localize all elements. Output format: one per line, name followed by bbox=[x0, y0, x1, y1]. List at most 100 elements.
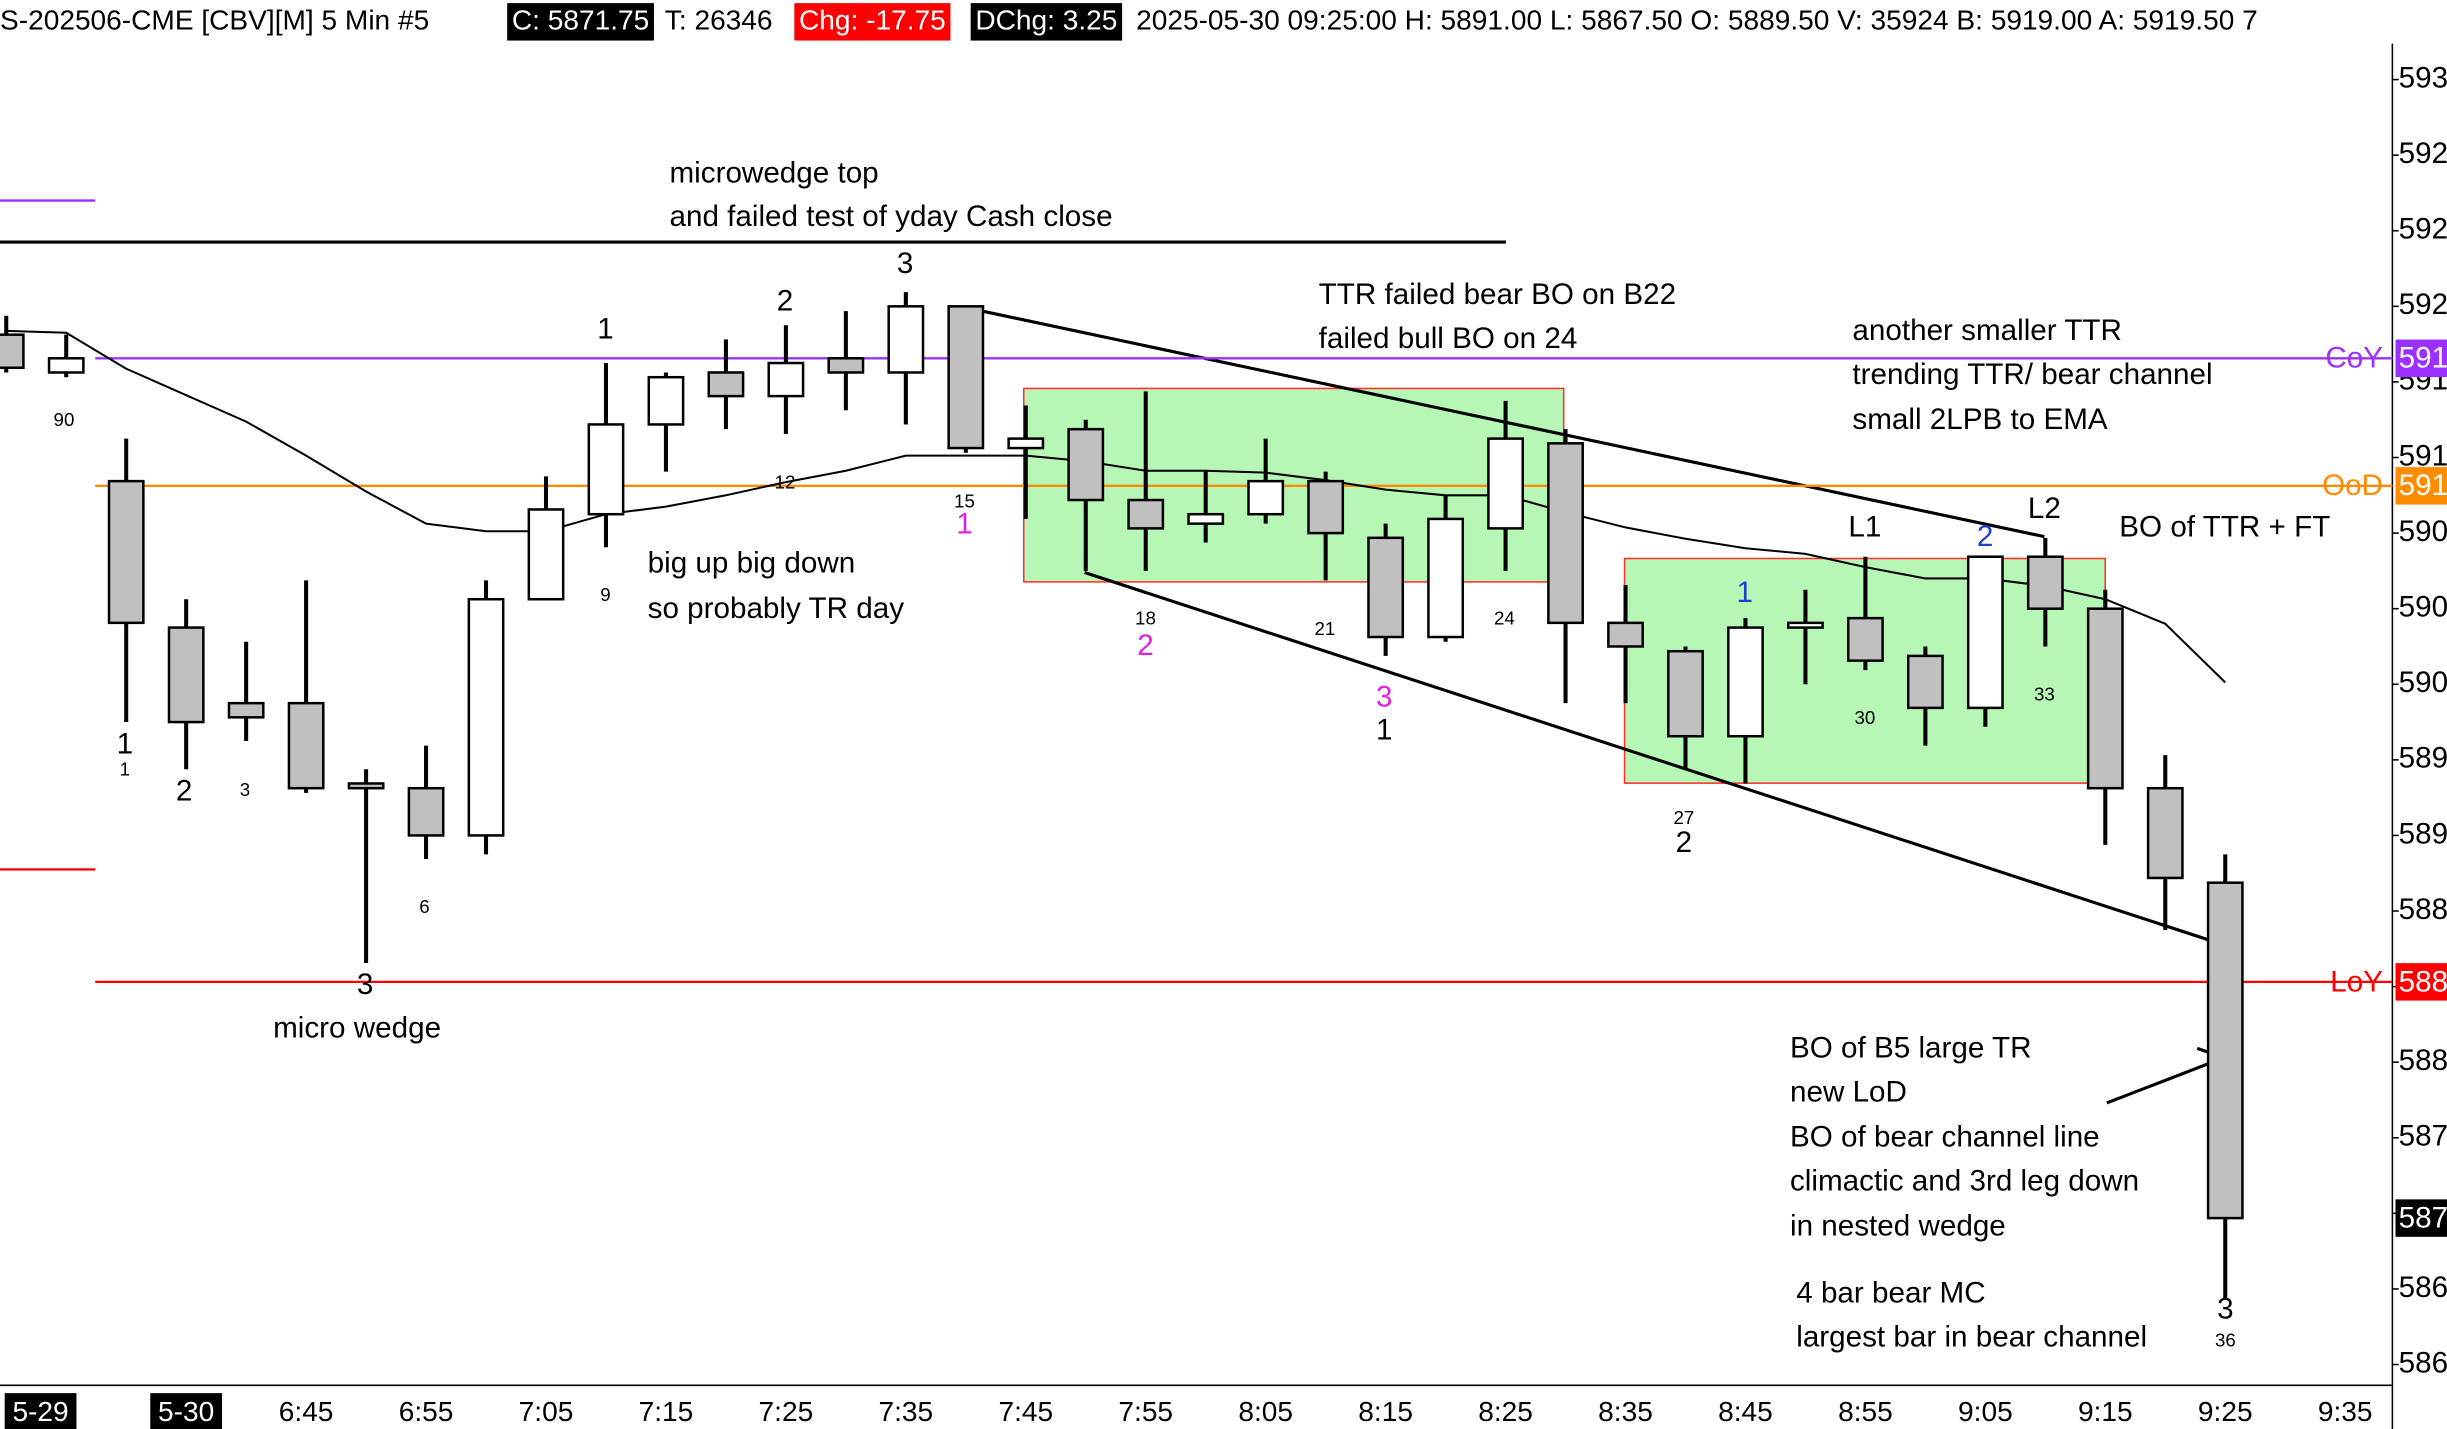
annotation: 4 bar bear MC bbox=[1796, 1277, 1985, 1310]
annotation: 1 bbox=[1376, 713, 1392, 746]
date-badge bbox=[4, 1393, 77, 1429]
annotation: 1 bbox=[120, 759, 130, 780]
annotation: TTR failed bear BO on B22 bbox=[1319, 278, 1676, 311]
y-tick-label: 5880 bbox=[2399, 1044, 2447, 1077]
y-tick-label: 5868 bbox=[2399, 1271, 2447, 1304]
candle-body bbox=[1966, 555, 2004, 710]
candle-body bbox=[1007, 437, 1045, 450]
candle-body bbox=[1127, 498, 1165, 530]
candle-body bbox=[1367, 536, 1405, 639]
candle-body bbox=[2086, 607, 2124, 790]
level-name: CoY bbox=[2325, 342, 2383, 375]
x-tick-label: 7:55 bbox=[1118, 1396, 1173, 1427]
annotation: small 2LPB to EMA bbox=[1852, 403, 2107, 436]
annotation: 24 bbox=[1494, 607, 1515, 628]
annotation: another smaller TTR bbox=[1852, 314, 2122, 347]
x-tick-label: 8:45 bbox=[1718, 1396, 1773, 1427]
annotation: 27 bbox=[1673, 807, 1694, 828]
annotation: failed bull BO on 24 bbox=[1319, 322, 1578, 355]
header-text: S-202506-CME [CBV][M] 5 Min #5 bbox=[0, 4, 429, 35]
date-badge bbox=[150, 1393, 223, 1429]
annotation: 3 bbox=[897, 247, 913, 280]
candle-body bbox=[1906, 654, 1944, 710]
candle-body bbox=[1067, 427, 1105, 502]
annotation: 12 bbox=[775, 472, 796, 493]
candle-body bbox=[167, 626, 205, 724]
candle-body bbox=[2206, 881, 2244, 1220]
annotation: BO of TTR + FT bbox=[2119, 511, 2330, 544]
candle-body bbox=[1427, 517, 1465, 639]
candle-body bbox=[2026, 555, 2064, 610]
x-tick-label: 7:35 bbox=[879, 1396, 934, 1427]
candle-body bbox=[1727, 626, 1764, 738]
annotation: in nested wedge bbox=[1790, 1210, 2006, 1243]
annotation: 33 bbox=[2034, 684, 2055, 705]
annotation: big up big down bbox=[648, 547, 856, 580]
annotation: L1 bbox=[1848, 511, 1881, 544]
annotation: 2 bbox=[1977, 520, 1993, 553]
header-badge bbox=[794, 3, 951, 41]
x-tick-label: 7:05 bbox=[519, 1396, 574, 1427]
annotation: largest bar in bear channel bbox=[1796, 1320, 2147, 1353]
candle-body bbox=[47, 357, 85, 374]
level-name: LoY bbox=[2330, 965, 2383, 998]
x-tick-label: 7:45 bbox=[998, 1396, 1053, 1427]
y-tick-label: 5892 bbox=[2399, 817, 2447, 850]
candle-body bbox=[287, 701, 325, 790]
header-badge bbox=[507, 3, 654, 41]
x-tick-label: 9:35 bbox=[2318, 1396, 2373, 1427]
y-tick-label: 5904 bbox=[2399, 591, 2447, 624]
annotation: 3 bbox=[357, 968, 373, 1001]
candle-body bbox=[707, 371, 745, 398]
last-price-label: 5871.75 bbox=[2399, 1201, 2447, 1234]
annotation: 2 bbox=[1137, 629, 1153, 662]
candle-body bbox=[227, 701, 265, 719]
annotation: 18 bbox=[1135, 607, 1156, 628]
annotation: 36 bbox=[2215, 1330, 2236, 1351]
y-tick-label: 5908 bbox=[2399, 515, 2447, 548]
annotation: 21 bbox=[1315, 618, 1336, 639]
x-tick-label: 5-30 bbox=[158, 1396, 214, 1427]
header-badge bbox=[970, 3, 1123, 41]
header-text: T: 26346 bbox=[665, 4, 773, 35]
candle-body bbox=[947, 305, 985, 450]
y-tick-label: 5876 bbox=[2399, 1120, 2447, 1153]
x-tick-label: 9:25 bbox=[2198, 1396, 2253, 1427]
candle-body bbox=[467, 597, 505, 837]
header-text: Chg: -17.75 bbox=[799, 4, 946, 35]
candle-body bbox=[2146, 786, 2184, 880]
last-price-badge bbox=[2395, 1199, 2447, 1237]
level-badge bbox=[2395, 339, 2447, 378]
annotation: 2 bbox=[176, 774, 192, 807]
y-tick-label: 5920 bbox=[2399, 288, 2447, 321]
y-tick-label: 5924 bbox=[2399, 213, 2447, 246]
y-tick-label: 5900 bbox=[2399, 666, 2447, 699]
candle-body bbox=[767, 361, 805, 398]
x-tick-label: 8:35 bbox=[1598, 1396, 1653, 1427]
annotation: 1 bbox=[956, 508, 972, 541]
candle-body bbox=[527, 508, 565, 601]
level-name: OoD bbox=[2322, 469, 2383, 502]
y-tick-label: 5928 bbox=[2399, 137, 2447, 170]
x-tick-label: 7:25 bbox=[759, 1396, 814, 1427]
candle-body bbox=[1187, 512, 1225, 525]
candle-body bbox=[647, 375, 685, 426]
header-text: 2025-05-30 09:25:00 H: 5891.00 L: 5867.5… bbox=[1136, 4, 2258, 35]
candle-body bbox=[407, 786, 445, 837]
ema-line bbox=[6, 329, 2226, 684]
level-badge bbox=[2395, 963, 2447, 1001]
y-tick-label: 5896 bbox=[2399, 742, 2447, 775]
header-text: C: 5871.75 bbox=[512, 4, 649, 35]
x-tick-label: 7:15 bbox=[639, 1396, 694, 1427]
candle-body bbox=[1247, 479, 1285, 516]
annotation: 1 bbox=[117, 728, 133, 761]
annotation: 3 bbox=[240, 779, 250, 800]
annotation: 1 bbox=[1736, 576, 1752, 609]
candle-body bbox=[1547, 442, 1584, 625]
annotation: L2 bbox=[2028, 492, 2061, 525]
annotation: BO of B5 large TR bbox=[1790, 1032, 2032, 1065]
annotation: BO of bear channel line bbox=[1790, 1121, 2100, 1154]
candle-body bbox=[827, 357, 865, 374]
y-tick-label: 5912 bbox=[2399, 439, 2447, 472]
